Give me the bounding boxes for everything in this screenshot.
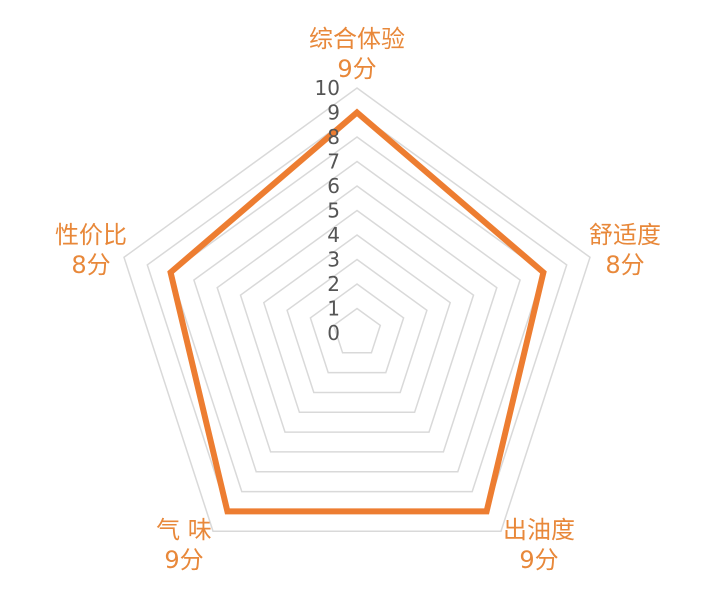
value-label-3: 9分 bbox=[164, 546, 203, 574]
tick-label-8: 8 bbox=[327, 125, 340, 149]
tick-label-2: 2 bbox=[327, 272, 340, 296]
tick-label-10: 10 bbox=[315, 76, 340, 100]
category-label-0: 综合体验 bbox=[309, 25, 405, 53]
grid-layer bbox=[123, 87, 591, 532]
tick-label-3: 3 bbox=[327, 248, 340, 272]
grid-ring-3 bbox=[286, 258, 428, 394]
value-label-4: 8分 bbox=[71, 251, 110, 279]
tick-label-5: 5 bbox=[327, 199, 340, 223]
category-label-4: 性价比 bbox=[55, 221, 127, 249]
series-layer bbox=[167, 108, 547, 515]
grid-ring-4 bbox=[262, 234, 452, 414]
value-label-1: 8分 bbox=[605, 251, 644, 279]
value-label-0: 9分 bbox=[337, 55, 376, 83]
tick-label-0: 0 bbox=[327, 321, 340, 345]
grid-ring-1 bbox=[332, 307, 382, 354]
tick-label-4: 4 bbox=[327, 223, 340, 247]
category-label-1: 舒适度 bbox=[589, 221, 661, 249]
grid-ring-6 bbox=[216, 185, 498, 453]
category-label-2: 出油度 bbox=[503, 516, 575, 544]
grid-ring-5 bbox=[239, 209, 475, 433]
grid-ring-10 bbox=[123, 87, 591, 532]
tick-label-9: 9 bbox=[327, 101, 340, 125]
series-line-0 bbox=[167, 108, 547, 515]
grid-ring-8 bbox=[169, 136, 545, 493]
tick-label-6: 6 bbox=[327, 174, 340, 198]
category-label-3: 气 味 bbox=[156, 516, 212, 544]
tick-label-1: 1 bbox=[327, 297, 340, 321]
grid-ring-7 bbox=[193, 160, 521, 473]
grid-ring-2 bbox=[309, 283, 405, 374]
tick-label-7: 7 bbox=[327, 150, 340, 174]
value-label-2: 9分 bbox=[519, 546, 558, 574]
